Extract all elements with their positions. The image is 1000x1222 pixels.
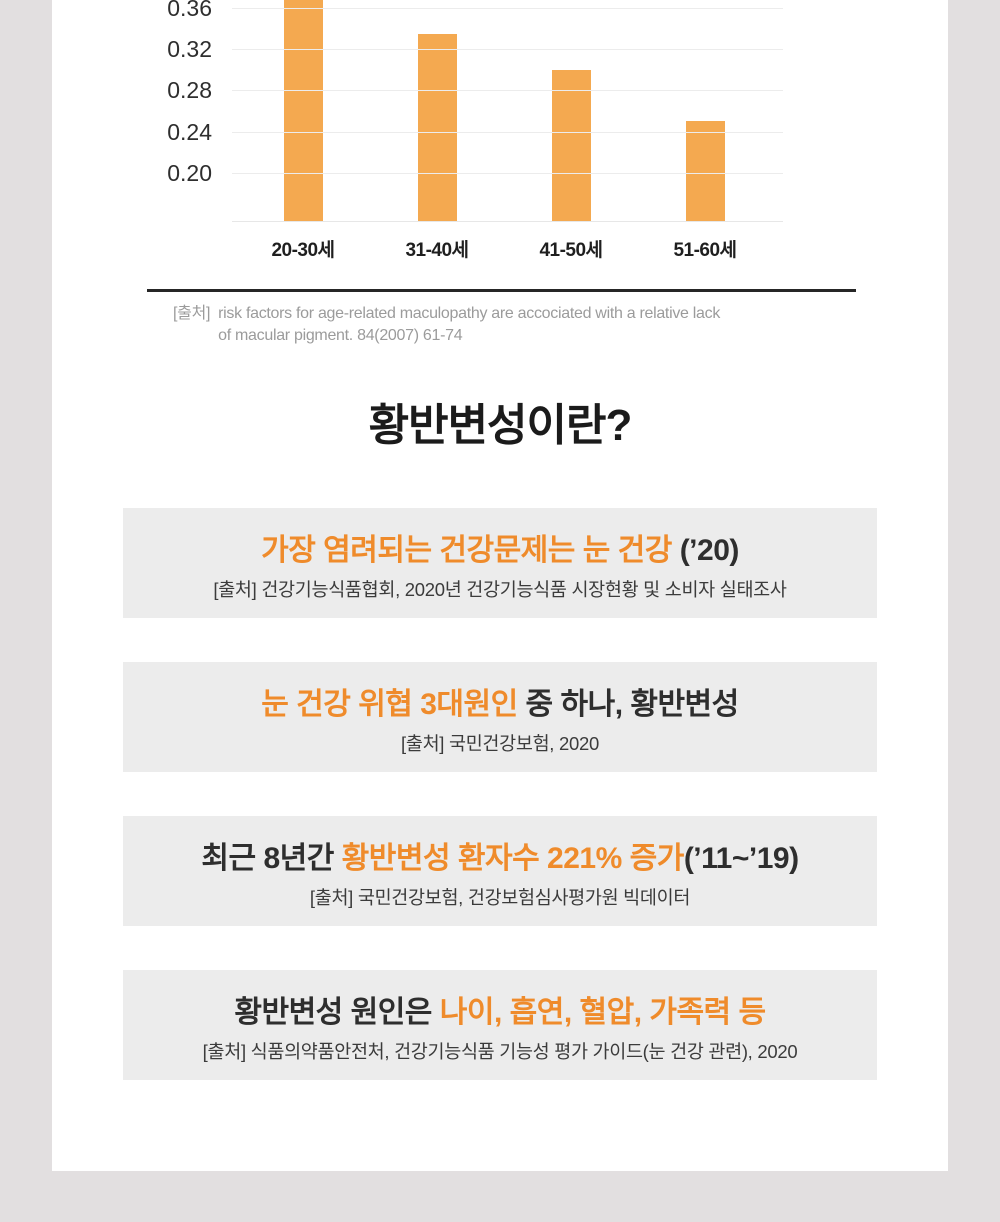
headline-emphasis: 나이, 흡연, 혈압, 가족력 등 <box>439 995 766 1029</box>
info-box-headline: 눈 건강 위협 3대원인 중 하나, 황반변성 <box>261 679 739 723</box>
y-tick-0.36: 0.36 <box>167 0 212 21</box>
info-boxes: 가장 염려되는 건강문제는 눈 건강 (’20) [출처] 건강기능식품협회, 2… <box>52 508 948 1080</box>
bar-41-50세 <box>551 69 591 221</box>
headline-emphasis: 황반변성 환자수 221% 증가 <box>341 841 685 875</box>
info-box-headline: 가장 염려되는 건강문제는 눈 건강 (’20) <box>261 525 739 569</box>
chart-source: [출처] risk factors for age-related maculo… <box>173 303 948 347</box>
section-title: 황반변성이란? <box>368 401 633 450</box>
gridline-0.28 <box>232 90 783 92</box>
chart-plot-area: 20-30세 31-40세 41-50세 51-60세 <box>232 0 783 261</box>
info-box-headline: 황반변성 원인은 나이, 흡연, 혈압, 가족력 등 <box>234 987 766 1031</box>
x-axis-label-51-60세: 51-60세 <box>673 240 737 261</box>
info-box-headline: 최근 8년간 황반변성 환자수 221% 증가(’11~’19) <box>201 833 799 877</box>
gridline-0.36 <box>232 8 783 9</box>
y-tick-0.24: 0.24 <box>167 118 212 145</box>
chart-source-line2: of macular pigment. 84(2007) 61-74 <box>218 327 463 344</box>
headline-emphasis: 가장 염려되는 건강문제는 눈 건강 <box>261 533 672 567</box>
y-tick-0.28: 0.28 <box>167 77 212 104</box>
chart-source-text: risk factors for age-related maculopathy… <box>218 303 720 347</box>
x-axis-label-41-50세: 41-50세 <box>539 240 603 261</box>
chart-source-line1: risk factors for age-related maculopathy… <box>218 305 721 322</box>
info-box-3: 최근 8년간 황반변성 환자수 221% 증가(’11~’19) [출처] 국민건… <box>123 816 877 926</box>
info-box-2: 눈 건강 위협 3대원인 중 하나, 황반변성 [출처] 국민건강보험, 2020 <box>123 662 877 772</box>
chart-divider <box>147 289 856 292</box>
mpod-bar-chart: 0.36 0.32 0.28 0.24 0.20 20-30세 31-40세 41-50세 5… <box>52 0 948 261</box>
headline-text: (’11~’19) <box>683 841 799 875</box>
info-box-source: [출처] 국민건강보험, 건강보험심사평가원 빅데이터 <box>309 886 691 908</box>
headline-emphasis: 눈 건강 위협 3대원인 <box>261 687 518 721</box>
bar-20-30세 <box>283 0 323 221</box>
x-axis-label-31-40세: 31-40세 <box>405 240 469 261</box>
headline-text: 최근 8년간 <box>201 841 342 875</box>
info-box-source: [출처] 국민건강보험, 2020 <box>401 732 599 754</box>
headline-text: 중 하나, 황반변성 <box>517 687 740 721</box>
headline-text: 황반변성 원인은 <box>234 995 440 1029</box>
chart-source-prefix: [출처] <box>173 305 211 322</box>
bar-51-60세 <box>685 121 725 221</box>
x-axis-label-20-30세: 20-30세 <box>271 240 335 261</box>
y-tick-0.20: 0.20 <box>167 159 212 186</box>
gridline-0.32 <box>232 49 783 51</box>
info-box-source: [출처] 건강기능식품협회, 2020년 건강기능식품 시장현황 및 소비자 실… <box>213 578 787 600</box>
x-axis-baseline <box>232 221 783 222</box>
y-tick-0.32: 0.32 <box>167 36 212 63</box>
gridline-0.24 <box>232 131 783 133</box>
info-box-source: [출처] 식품의약품안전처, 건강기능식품 기능성 평가 가이드(눈 건강 관련… <box>202 1040 798 1062</box>
info-box-4: 황반변성 원인은 나이, 흡연, 혈압, 가족력 등 [출처] 식품의약품안전처,… <box>123 970 877 1080</box>
content-card: 0.36 0.32 0.28 0.24 0.20 20-30세 31-40세 41-50세 5… <box>52 0 948 1171</box>
headline-text: (’20) <box>671 533 740 567</box>
chart-y-axis: 0.36 0.32 0.28 0.24 0.20 <box>52 0 212 221</box>
info-box-1: 가장 염려되는 건강문제는 눈 건강 (’20) [출처] 건강기능식품협회, 2… <box>123 508 877 618</box>
bar-31-40세 <box>417 33 457 221</box>
gridline-0.20 <box>232 172 783 174</box>
